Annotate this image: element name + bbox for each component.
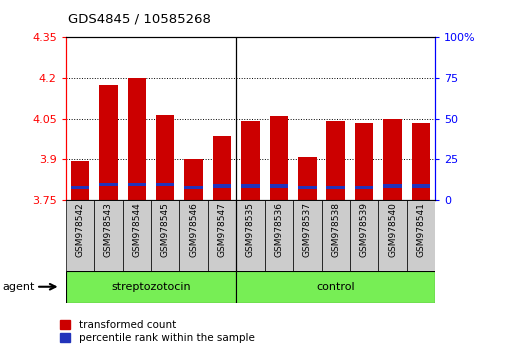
Bar <box>354 185 373 189</box>
Bar <box>213 184 231 188</box>
Text: agent: agent <box>3 282 35 292</box>
Bar <box>66 200 94 271</box>
Bar <box>122 200 150 271</box>
Bar <box>156 114 174 200</box>
Bar <box>99 85 117 200</box>
Bar <box>292 200 321 271</box>
Text: GDS4845 / 10585268: GDS4845 / 10585268 <box>68 12 211 25</box>
Bar <box>71 161 89 200</box>
Bar <box>127 183 146 187</box>
Bar <box>264 200 292 271</box>
Bar <box>127 78 146 200</box>
Text: GSM978538: GSM978538 <box>331 202 339 257</box>
Bar <box>411 184 429 188</box>
Bar <box>383 184 401 188</box>
Bar <box>71 185 89 189</box>
Text: GSM978547: GSM978547 <box>217 202 226 257</box>
Text: control: control <box>316 282 355 292</box>
Bar <box>236 200 264 271</box>
Bar <box>378 200 406 271</box>
Bar <box>150 200 179 271</box>
Bar <box>94 200 122 271</box>
Legend: transformed count, percentile rank within the sample: transformed count, percentile rank withi… <box>56 316 258 347</box>
Text: GSM978540: GSM978540 <box>387 202 396 257</box>
Text: GSM978543: GSM978543 <box>104 202 113 257</box>
Bar <box>354 123 373 200</box>
Text: GSM978537: GSM978537 <box>302 202 311 257</box>
Text: GSM978545: GSM978545 <box>161 202 169 257</box>
Bar <box>383 119 401 200</box>
Bar <box>241 121 259 200</box>
Bar <box>156 183 174 187</box>
Bar <box>349 200 378 271</box>
Bar <box>297 156 316 200</box>
Bar <box>213 136 231 200</box>
Bar <box>241 184 259 188</box>
Text: GSM978536: GSM978536 <box>274 202 283 257</box>
Text: GSM978535: GSM978535 <box>245 202 255 257</box>
Text: GSM978539: GSM978539 <box>359 202 368 257</box>
Bar <box>326 121 344 200</box>
Text: GSM978544: GSM978544 <box>132 202 141 257</box>
Bar <box>269 116 287 200</box>
Bar <box>66 271 236 303</box>
Bar <box>297 185 316 189</box>
Bar <box>184 159 203 200</box>
Bar <box>411 123 429 200</box>
Bar <box>179 200 208 271</box>
Bar <box>269 184 287 188</box>
Bar <box>184 185 203 189</box>
Bar <box>326 185 344 189</box>
Bar <box>406 200 434 271</box>
Bar <box>236 271 434 303</box>
Bar <box>321 200 349 271</box>
Text: GSM978541: GSM978541 <box>416 202 425 257</box>
Bar <box>208 200 236 271</box>
Text: streptozotocin: streptozotocin <box>111 282 190 292</box>
Text: GSM978546: GSM978546 <box>189 202 198 257</box>
Text: GSM978542: GSM978542 <box>75 202 84 257</box>
Bar <box>99 183 117 187</box>
